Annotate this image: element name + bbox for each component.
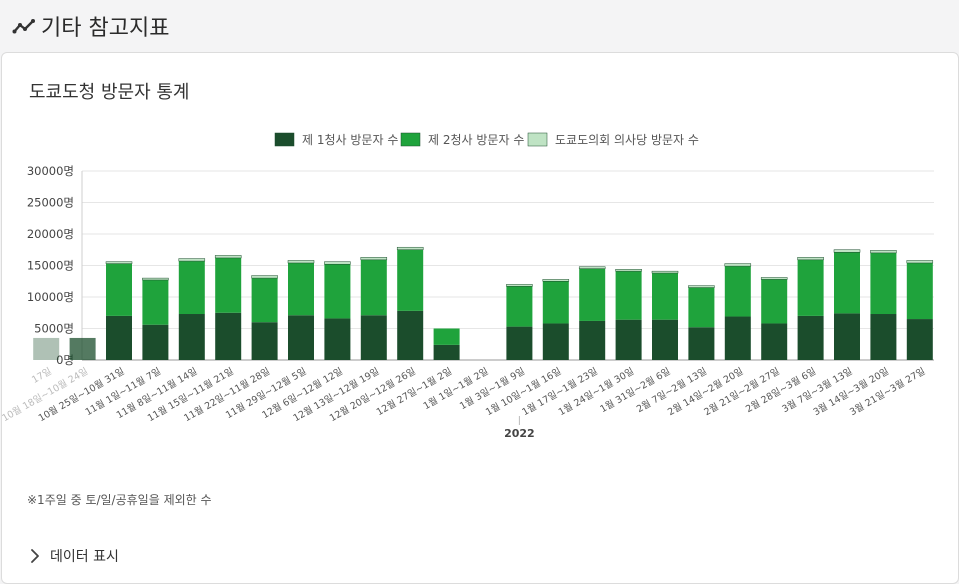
- bar-segment: [688, 285, 715, 288]
- bar-segment: [288, 315, 314, 360]
- data-display-toggle[interactable]: 데이터 표시: [30, 545, 119, 567]
- stacked-bar-chart: 제 1청사 방문자 수 제 2청사 방문자 수 도쿄도의회 의사당 방문자 수 0명 5…: [2, 132, 934, 440]
- bar-segment: [615, 319, 642, 360]
- y-tick-label: 0명: [56, 353, 74, 367]
- x-tick-label: 17일: [30, 366, 54, 386]
- bar-segment: [251, 322, 278, 360]
- bar-segment: [69, 337, 96, 360]
- bar-segment: [506, 284, 533, 287]
- bar-segment: [761, 279, 788, 324]
- bar-segment: [433, 328, 460, 345]
- bar-segment: [652, 273, 678, 320]
- bar-segment: [106, 315, 132, 360]
- bar-segment: [724, 266, 751, 317]
- y-tick-label: 15000명: [27, 259, 74, 273]
- bar-segment: [106, 263, 132, 316]
- bar-segment: [542, 281, 569, 324]
- bar-segment: [178, 261, 205, 315]
- bar-segment: [324, 261, 351, 265]
- legend-swatch: [527, 132, 548, 147]
- page-header: 기타 참고지표: [0, 0, 959, 52]
- bar-segment: [870, 252, 897, 315]
- y-tick-label: 20000명: [27, 227, 74, 241]
- bar-segment: [360, 259, 387, 316]
- y-tick-label: 5000명: [34, 322, 74, 336]
- bar-segment: [870, 250, 897, 254]
- bar-segment: [833, 249, 861, 253]
- chart-card: 도쿄도청 방문자 통계 제 1청사 방문자 수 제 2청사 방문자 수 도쿄도의회 …: [1, 52, 959, 584]
- bar-segment: [615, 269, 642, 272]
- bar-segment: [360, 315, 387, 360]
- legend-label: 도쿄도의회 의사당 방문자 수: [555, 133, 699, 147]
- bar-segment: [215, 312, 242, 360]
- bar-segment: [906, 319, 933, 360]
- bar-segment: [324, 318, 351, 360]
- bar-segment: [797, 257, 824, 261]
- y-tick-label: 30000명: [27, 164, 74, 178]
- bar-segment: [105, 261, 133, 264]
- bar-segment: [287, 260, 315, 264]
- bar-segment: [433, 344, 460, 360]
- chart-card-title: 도쿄도청 방문자 통계: [29, 82, 190, 103]
- bar-segment: [506, 326, 533, 360]
- bar-segment: [760, 277, 788, 280]
- bar-segment: [288, 262, 314, 316]
- legend-swatch: [274, 132, 295, 147]
- bar-segment: [870, 314, 897, 360]
- trend-line-icon: [12, 19, 35, 34]
- x-axis-year-label: 2022: [504, 427, 535, 440]
- bar-segment: [142, 324, 169, 360]
- bar-segment: [542, 323, 569, 360]
- bar-segment: [797, 259, 824, 316]
- y-tick-label: 25000명: [27, 196, 74, 210]
- bar-segment: [214, 255, 242, 259]
- bar-segment: [506, 286, 533, 327]
- bar-segment: [142, 277, 169, 281]
- bar-segment: [688, 327, 715, 360]
- bar-segment: [360, 257, 388, 261]
- chevron-right-icon: [31, 549, 39, 563]
- bar-segment: [33, 337, 60, 360]
- bar-segment: [396, 246, 424, 250]
- bar-segment: [251, 278, 278, 323]
- bar-segment: [397, 249, 424, 311]
- legend-swatch: [400, 132, 421, 147]
- bar-segment: [324, 264, 351, 319]
- bar-segment: [578, 266, 606, 269]
- bar-segment: [178, 258, 206, 262]
- page-title: 기타 참고지표: [41, 16, 170, 41]
- bar-segment: [651, 270, 679, 274]
- x-tick-label: 1월 1일~1월 2일: [421, 365, 490, 412]
- bar-segment: [178, 314, 205, 360]
- bar-segment: [906, 262, 933, 320]
- bar-segment: [834, 252, 860, 314]
- bar-segment: [834, 313, 860, 360]
- bar-segment: [542, 279, 570, 282]
- bar-segment: [797, 315, 824, 360]
- bar-segment: [579, 320, 606, 360]
- bar-segment: [251, 275, 278, 279]
- bar-segment: [579, 268, 606, 321]
- bar-segment: [652, 319, 678, 360]
- bar-segment: [215, 257, 242, 313]
- data-display-label: 데이터 표시: [50, 549, 119, 565]
- legend-label: 제 1청사 방문자 수: [302, 133, 398, 147]
- bar-segment: [615, 271, 642, 320]
- bar-segment: [688, 287, 715, 328]
- y-tick-label: 10000명: [27, 290, 74, 304]
- bar-segment: [906, 260, 934, 264]
- bar-segment: [397, 310, 424, 360]
- bar-segment: [142, 279, 169, 325]
- legend-label: 제 2청사 방문자 수: [428, 133, 524, 147]
- bar-segment: [724, 316, 751, 360]
- footnote: ※1주일 중 토/일/공휴일을 제외한 수: [27, 493, 212, 507]
- bar-segment: [761, 323, 788, 360]
- bar-segment: [724, 263, 752, 267]
